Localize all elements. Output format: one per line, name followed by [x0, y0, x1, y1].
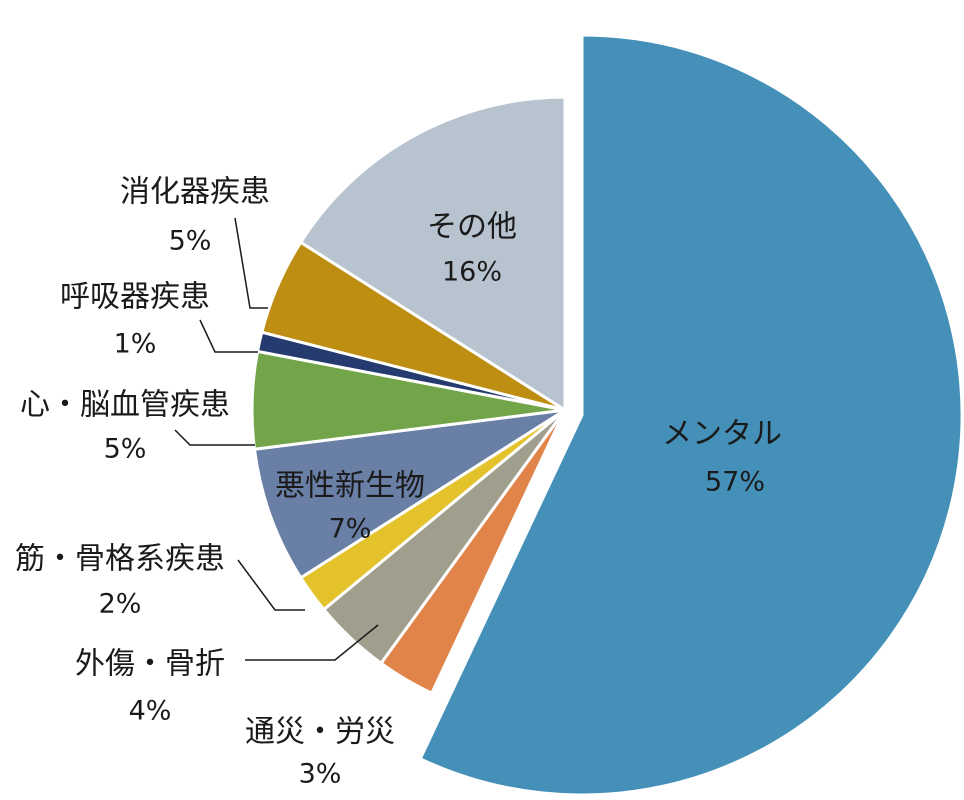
leader-line — [237, 559, 305, 611]
leader-lines — [174, 217, 379, 661]
slice-label: 筋・骨格系疾患 — [15, 542, 225, 577]
slice-value-label: 1% — [114, 329, 157, 360]
slice-label: その他 — [427, 210, 517, 245]
slice-value-label: 5% — [104, 434, 147, 465]
slice-value-label: 7% — [329, 514, 372, 545]
slice-label: 呼吸器疾患 — [60, 280, 210, 315]
slice-value-label: 16% — [442, 257, 502, 288]
slice-value-label: 4% — [129, 696, 172, 727]
slice-label: 悪性新生物 — [275, 469, 425, 504]
pie-slice — [298, 95, 567, 413]
leader-line — [199, 319, 258, 353]
slice-value-label: 5% — [169, 226, 212, 257]
leader-line — [245, 624, 379, 661]
labels: メンタル 57% 通災・労災 3% 外傷・骨折 4% 筋・骨格系疾患 2% 悪性新生物 7% 心・脳… — [15, 175, 782, 790]
slice-label: 通災・労災 — [245, 715, 395, 750]
slice-value-label: 3% — [299, 759, 342, 790]
slice-label: 消化器疾患 — [120, 175, 270, 210]
slice-value-label: 57% — [705, 467, 765, 498]
pie-slice — [252, 408, 566, 580]
slices — [250, 33, 964, 797]
leader-line — [234, 217, 268, 309]
pie-slice — [418, 33, 964, 797]
slice-value-label: 2% — [99, 589, 142, 620]
slice-label: 外傷・骨折 — [75, 647, 225, 682]
slice-label: 心・脳血管疾患 — [20, 388, 230, 423]
slice-label: メンタル — [662, 417, 782, 452]
leader-line — [174, 429, 255, 446]
